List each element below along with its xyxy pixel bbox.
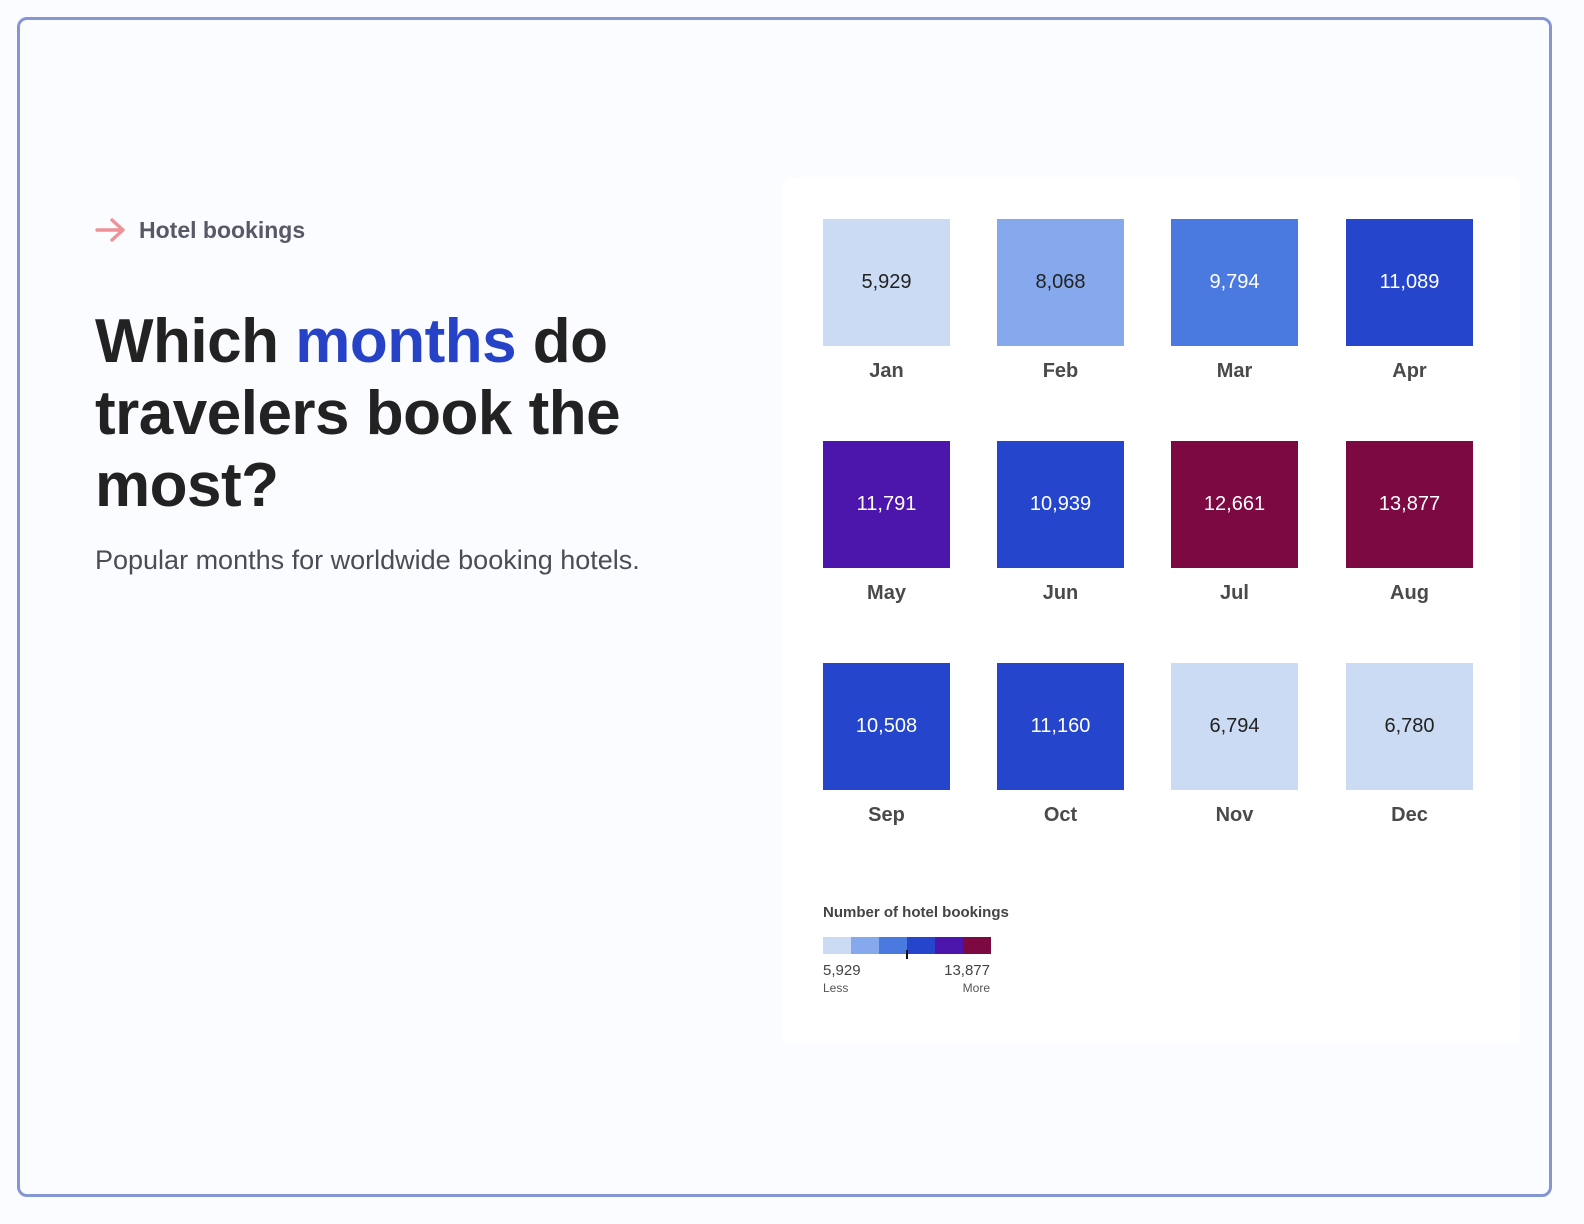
month-label: Apr <box>1392 360 1427 382</box>
legend-swatch <box>823 937 851 954</box>
month-label: Jan <box>869 360 904 382</box>
month-label: Sep <box>868 804 905 826</box>
legend-swatch <box>907 937 935 954</box>
title-part-1: Which <box>95 307 296 376</box>
month-label: Oct <box>1043 804 1078 826</box>
page-title: Which months do travelers book the most? <box>95 306 735 522</box>
legend-title: Number of hotel bookings <box>823 904 1009 921</box>
month-label: Nov <box>1215 804 1254 826</box>
month-label: Jul <box>1220 582 1249 604</box>
cell-value-label: 8,068 <box>1035 271 1086 293</box>
legend-more-label: More <box>962 981 990 995</box>
month-label: Mar <box>1216 360 1253 382</box>
legend-swatch <box>963 937 991 954</box>
heatmap-cell: 5,929 <box>823 219 950 346</box>
cell-value-label: 10,939 <box>1029 493 1092 515</box>
legend-swatch <box>851 937 879 954</box>
legend-marker <box>906 950 908 959</box>
heatmap-cell: 10,508 <box>823 663 950 790</box>
month-label: May <box>867 582 906 604</box>
heatmap-cell: 6,794 <box>1171 663 1298 790</box>
heatmap-cell: 8,068 <box>997 219 1124 346</box>
cell-value-label: 10,508 <box>855 715 918 737</box>
cell-value-label: 5,929 <box>861 271 912 293</box>
heatmap-cell: 10,939 <box>997 441 1124 568</box>
legend-color-scale <box>823 937 991 954</box>
legend-swatch <box>935 937 963 954</box>
legend-max-label: 13,877 <box>944 962 990 979</box>
cell-value-label: 11,791 <box>856 493 917 515</box>
cell-value-label: 13,877 <box>1378 493 1441 515</box>
title-part-2: do travelers book the most? <box>95 307 621 520</box>
title-accent: months <box>295 307 517 376</box>
page-subtitle: Popular months for worldwide booking hot… <box>95 545 640 575</box>
month-label: Dec <box>1391 804 1428 826</box>
cell-value-label: 11,160 <box>1030 715 1091 737</box>
heatmap-cell: 11,791 <box>823 441 950 568</box>
cell-value-label: 6,780 <box>1384 715 1435 737</box>
kicker-label: Hotel bookings <box>139 216 306 243</box>
legend-less-label: Less <box>823 981 849 995</box>
heatmap-cell: 6,780 <box>1346 663 1473 790</box>
cell-value-label: 12,661 <box>1203 493 1266 515</box>
heatmap-cell: 13,877 <box>1346 441 1473 568</box>
cell-value-label: 9,794 <box>1209 271 1260 293</box>
month-label: Jun <box>1042 582 1079 604</box>
legend-min-label: 5,929 <box>823 962 861 979</box>
cell-value-label: 6,794 <box>1209 715 1260 737</box>
heatmap-cell: 11,089 <box>1346 219 1473 346</box>
heatmap-cell: 11,160 <box>997 663 1124 790</box>
cell-value-label: 11,089 <box>1379 271 1440 293</box>
arrow-right-icon <box>95 218 125 242</box>
month-label: Feb <box>1042 360 1079 382</box>
kicker: Hotel bookings <box>95 216 305 244</box>
month-label: Aug <box>1390 582 1429 604</box>
legend-swatch <box>879 937 907 954</box>
heatmap-cell: 12,661 <box>1171 441 1298 568</box>
heatmap-cell: 9,794 <box>1171 219 1298 346</box>
